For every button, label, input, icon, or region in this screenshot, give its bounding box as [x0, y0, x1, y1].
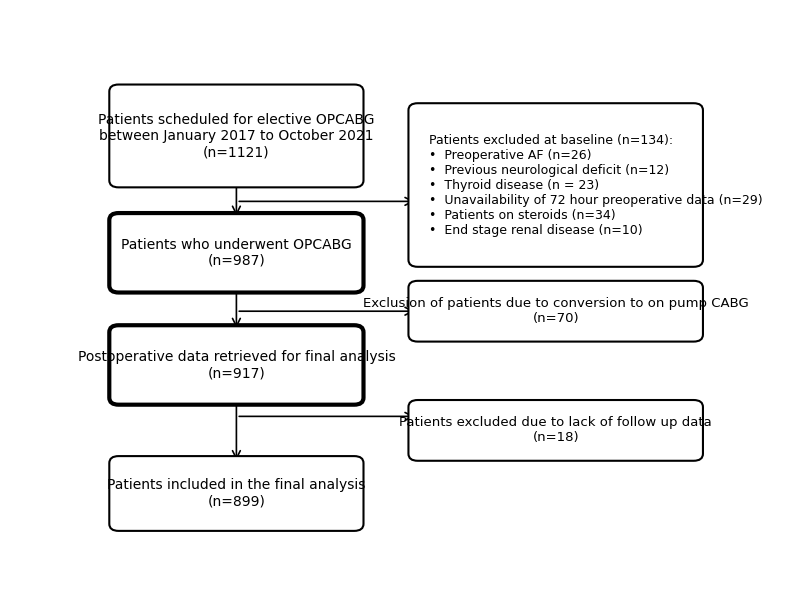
Text: Postoperative data retrieved for final analysis
(n=917): Postoperative data retrieved for final a… — [78, 350, 395, 380]
Text: Patients who underwent OPCABG
(n=987): Patients who underwent OPCABG (n=987) — [121, 238, 352, 268]
Text: Patients included in the final analysis
(n=899): Patients included in the final analysis … — [107, 478, 366, 509]
FancyBboxPatch shape — [409, 103, 703, 267]
FancyBboxPatch shape — [110, 325, 363, 405]
FancyBboxPatch shape — [409, 281, 703, 342]
Text: Patients excluded due to lack of follow up data
(n=18): Patients excluded due to lack of follow … — [399, 416, 712, 444]
FancyBboxPatch shape — [110, 456, 363, 531]
Text: Patients excluded at baseline (n=134):
•  Preoperative AF (n=26)
•  Previous neu: Patients excluded at baseline (n=134): •… — [429, 134, 762, 237]
FancyBboxPatch shape — [110, 213, 363, 293]
Text: Patients scheduled for elective OPCABG
between January 2017 to October 2021
(n=1: Patients scheduled for elective OPCABG b… — [98, 113, 374, 159]
FancyBboxPatch shape — [110, 84, 363, 188]
FancyBboxPatch shape — [409, 400, 703, 461]
Text: Exclusion of patients due to conversion to on pump CABG
(n=70): Exclusion of patients due to conversion … — [363, 297, 749, 325]
